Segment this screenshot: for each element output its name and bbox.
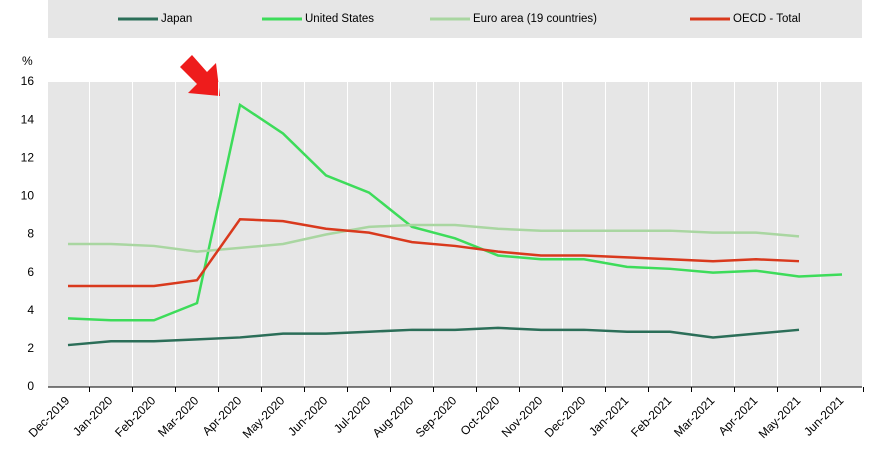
x-tick-label: Jul-2020 [331,393,374,436]
legend-label: Euro area (19 countries) [473,13,597,25]
x-tick-label: Dec-2020 [542,393,589,440]
x-tick-label: Feb-2021 [628,393,674,439]
y-tick-label: 16 [21,74,35,88]
x-tick-label: Jan-2021 [586,393,632,439]
series-line [67,326,800,347]
y-tick-label: 12 [21,150,35,164]
x-tick-label: May-2021 [756,393,804,441]
y-tick-label: 2 [27,341,34,355]
x-tick-label: Aug-2020 [370,393,417,440]
x-tick-label: Apr-2021 [716,393,761,438]
series-line [68,223,800,253]
x-tick-label: Dec-2019 [26,393,73,440]
x-tick-label: Mar-2021 [671,393,717,439]
y-tick-label: 8 [27,227,34,241]
y-tick-label: 4 [27,303,34,317]
y-tick-label: 0 [27,379,34,393]
legend-label: Japan [161,13,192,25]
y-axis-label: % [22,54,33,68]
legend-label: United States [305,13,374,25]
arrow-annotation [180,55,220,96]
x-tick-label: Jun-2021 [801,393,847,439]
series-line [68,217,800,288]
series-line [67,102,843,322]
x-tick-label: Oct-2020 [458,393,503,438]
x-tick-label: Apr-2020 [200,393,245,438]
y-tick-label: 10 [21,189,35,203]
x-tick-label: Jun-2020 [285,393,331,439]
x-tick-label: Nov-2020 [499,393,546,440]
x-tick-label: Mar-2020 [155,393,201,439]
x-tick-label: Jan-2020 [70,393,116,439]
x-tick-label: May-2020 [240,393,288,441]
x-tick-label: Feb-2020 [112,393,158,439]
x-tick-label: Sep-2020 [413,393,460,440]
y-tick-label: 6 [27,265,34,279]
legend-label: OECD - Total [733,13,801,25]
y-tick-label: 14 [21,112,35,126]
